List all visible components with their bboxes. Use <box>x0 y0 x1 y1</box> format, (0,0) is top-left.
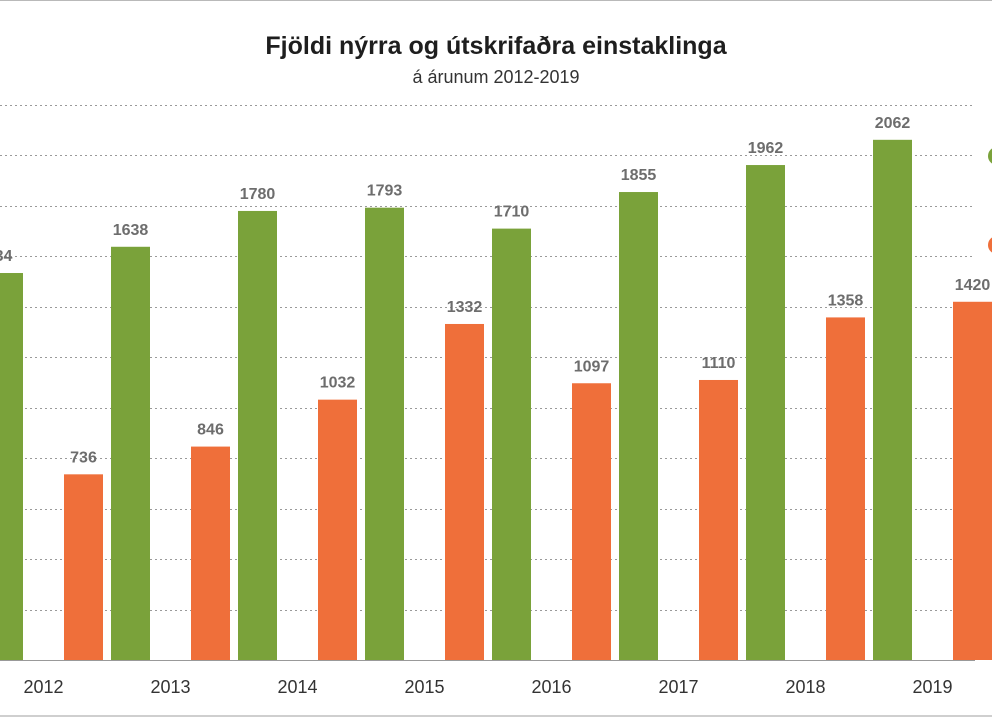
x-tick-label-2012: 2012 <box>23 677 63 697</box>
bar-2018-series-2 <box>826 317 865 660</box>
data-label-2018-series-2: 1358 <box>828 292 864 309</box>
bar-2018-series-1 <box>746 165 785 661</box>
bar-2017-series-2 <box>699 379 738 660</box>
chart-title: Fjöldi nýrra og útskrifaðra einstaklinga <box>265 32 727 60</box>
data-label-2015-series-2: 1332 <box>447 299 483 316</box>
data-label-2014-series-2: 1032 <box>320 375 356 392</box>
bar-2015-series-2 <box>445 323 484 660</box>
bars <box>0 139 992 661</box>
bar-2015-series-1 <box>365 207 404 661</box>
x-tick-label-2013: 2013 <box>150 677 190 697</box>
x-tick-label-2018: 2018 <box>785 677 825 697</box>
legend-marker-series-1 <box>988 148 992 164</box>
legend <box>988 148 992 253</box>
data-label-2016-series-1: 1710 <box>494 204 530 221</box>
x-tick-label-2017: 2017 <box>658 677 698 697</box>
legend-marker-series-2 <box>988 237 992 253</box>
data-label-2015-series-1: 1793 <box>367 183 403 200</box>
data-label-2019-series-1: 2062 <box>875 115 911 132</box>
bar-2012-series-1 <box>0 273 23 660</box>
data-label-2019-series-2: 1420 <box>955 277 991 294</box>
data-label-2016-series-2: 1097 <box>574 358 610 375</box>
data-label-2014-series-1: 1780 <box>240 186 276 203</box>
bar-2019-series-1 <box>873 139 912 661</box>
data-label-2013-series-1: 1638 <box>113 222 149 239</box>
bar-2014-series-1 <box>238 210 277 661</box>
bar-2014-series-2 <box>318 399 357 660</box>
bar-2012-series-2 <box>64 474 103 660</box>
x-tick-label-2016: 2016 <box>531 677 571 697</box>
x-tick-label-2015: 2015 <box>404 677 444 697</box>
x-tick-label-2019: 2019 <box>912 677 952 697</box>
data-label-2017-series-1: 1855 <box>621 167 657 184</box>
chart-subtitle: á árunum 2012-2019 <box>412 67 579 87</box>
bar-2013-series-2 <box>191 446 230 660</box>
bar-2016-series-1 <box>492 228 531 660</box>
bar-2017-series-1 <box>619 192 658 660</box>
data-label-2012-series-2: 736 <box>70 449 97 466</box>
data-label-2012-series-1: 34 <box>0 248 13 265</box>
bar-2019-series-2 <box>953 301 992 660</box>
data-label-2017-series-2: 1110 <box>702 355 736 372</box>
data-label-2018-series-1: 1962 <box>748 140 784 157</box>
data-label-2013-series-2: 846 <box>197 422 224 439</box>
x-tick-labels: 2012 2013 2014 2015 2016 2017 2018 2019 <box>23 677 952 697</box>
bar-2016-series-2 <box>572 383 611 660</box>
x-tick-label-2014: 2014 <box>277 677 317 697</box>
bar-2013-series-1 <box>111 246 150 660</box>
gridlines <box>0 105 975 661</box>
value-labels: 34 736 1638 846 1780 1032 1793 1332 1710 1097 1855… <box>0 115 990 467</box>
